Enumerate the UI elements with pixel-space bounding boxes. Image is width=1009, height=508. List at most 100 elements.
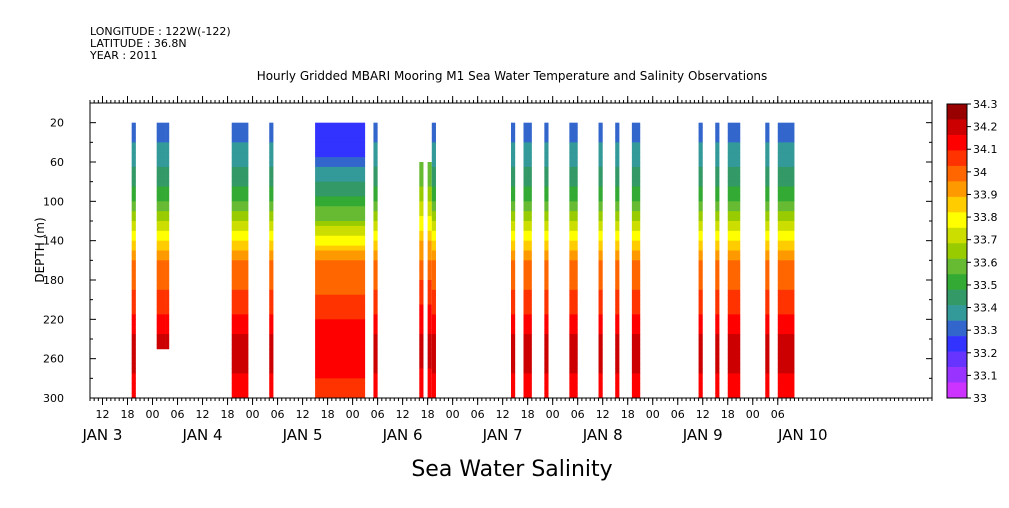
salinity-cell [131,147,136,153]
salinity-cell [569,393,578,399]
salinity-cell [131,230,136,237]
chart-title: Hourly Gridded MBARI Mooring M1 Sea Wate… [257,69,768,83]
salinity-cell [373,289,378,296]
salinity-cell [615,353,620,360]
salinity-cell [231,299,249,305]
salinity-cell [727,132,741,138]
salinity-cell [269,319,274,325]
x-day-label: JAN 7 [482,426,523,444]
salinity-cell [698,216,703,222]
salinity-cell [431,353,436,360]
salinity-cell [315,147,366,153]
salinity-cell [165,191,170,197]
salinity-cell [544,166,549,173]
salinity-cell [615,132,620,138]
salinity-cell [427,324,432,330]
salinity-cell [231,250,249,256]
salinity-cell [231,157,249,163]
salinity-cell [715,196,720,202]
salinity-cell [269,348,274,355]
salinity-cell [715,142,720,148]
salinity-cell [427,388,432,394]
salinity-cell [315,176,366,183]
salinity-cell [156,181,166,187]
salinity-cell [631,284,641,291]
salinity-cell [631,186,641,192]
salinity-cell [631,157,641,163]
salinity-cell [419,166,424,173]
salinity-cell [419,225,424,232]
salinity-cell [569,284,578,291]
salinity-cell [598,162,603,168]
salinity-cell [765,353,770,360]
salinity-cell [165,137,170,143]
salinity-cell [165,152,170,158]
salinity-cell [569,353,578,360]
salinity-cell [569,339,578,345]
salinity-cell [427,162,432,168]
salinity-cell [156,127,166,133]
salinity-cell [523,289,532,296]
x-tick-label: 12 [96,408,110,421]
salinity-cell [715,383,720,389]
salinity-cell [315,191,366,197]
salinity-cell [511,240,516,246]
salinity-cell [598,339,603,345]
salinity-cell [698,196,703,202]
salinity-cell [427,225,432,232]
salinity-cell [569,294,578,301]
salinity-cell [373,309,378,315]
salinity-cell [511,255,516,261]
salinity-cell [373,206,378,212]
salinity-cell [131,166,136,173]
salinity-cell [156,186,166,192]
salinity-cell [715,329,720,335]
salinity-cell [373,393,378,399]
salinity-cell [231,304,249,310]
salinity-cell [715,191,720,197]
salinity-cell [631,275,641,281]
salinity-cell [431,368,436,374]
salinity-cell [765,176,770,183]
salinity-cell [165,206,170,212]
salinity-cell [431,147,436,153]
salinity-cell [269,373,274,379]
salinity-cell [131,132,136,138]
salinity-cell [598,353,603,360]
salinity-cell [373,358,378,364]
salinity-cell [715,299,720,305]
salinity-cell [156,250,166,256]
salinity-cell [511,265,516,271]
salinity-cell [544,348,549,355]
salinity-cell [427,245,432,251]
salinity-cell [727,388,741,394]
salinity-cell [231,343,249,350]
salinity-cell [727,265,741,271]
salinity-cell [777,162,795,168]
salinity-cell [615,314,620,320]
salinity-cell [615,265,620,271]
salinity-cell [598,358,603,364]
salinity-cell [156,289,166,296]
salinity-cell [765,348,770,355]
salinity-cell [544,157,549,163]
salinity-cell [727,186,741,192]
salinity-cell [131,152,136,158]
salinity-cell [569,324,578,330]
salinity-cell [631,147,641,153]
salinity-cell [523,319,532,325]
salinity-cell [419,211,424,217]
salinity-cell [231,186,249,192]
salinity-cell [777,157,795,163]
salinity-cell [544,319,549,325]
salinity-cell [131,319,136,325]
salinity-cell [523,191,532,197]
salinity-cell [156,216,166,222]
salinity-cell [777,329,795,335]
salinity-cell [269,339,274,345]
salinity-cell [777,348,795,355]
salinity-cell [715,157,720,163]
salinity-cell [615,284,620,291]
salinity-cell [631,393,641,399]
